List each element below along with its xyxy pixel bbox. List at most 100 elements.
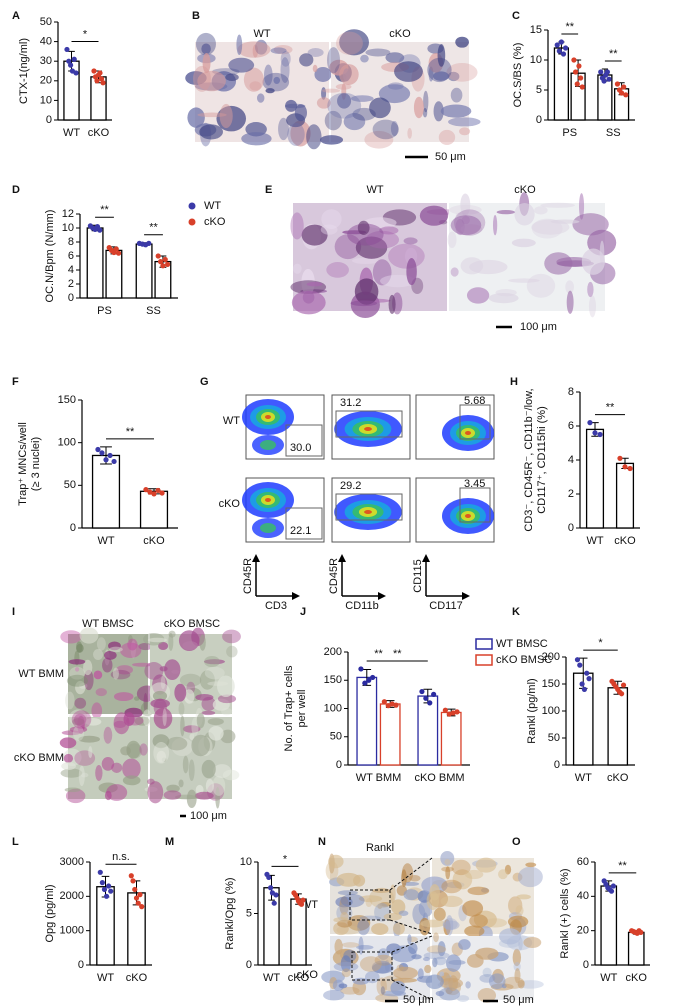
micrograph-texture: [451, 859, 471, 876]
micrograph-texture: [388, 243, 425, 269]
y-axis-label: Rankl (+) cells (%): [559, 868, 571, 958]
micrograph-texture: [358, 895, 383, 903]
y-tick-label: 0: [46, 114, 52, 126]
data-point: [427, 700, 433, 706]
bar: [356, 676, 378, 766]
y-axis-label: per well: [296, 690, 308, 728]
micrograph-texture: [79, 627, 99, 644]
data-point: [586, 676, 592, 682]
y-axis-label: CTX-1(ng/ml): [18, 38, 30, 104]
data-point: [111, 458, 117, 465]
bar: [553, 47, 570, 121]
micrograph-texture: [71, 710, 92, 729]
data-point: [67, 62, 74, 68]
micrograph-texture: [457, 995, 470, 1002]
y-tick-label: 12: [62, 208, 74, 220]
micrograph-texture: [440, 104, 472, 118]
micrograph-texture: [334, 234, 362, 260]
data-point: [366, 677, 372, 683]
y-tick-label: 50: [330, 731, 342, 743]
data-point: [128, 873, 134, 879]
y-tick-label: 1000: [60, 925, 84, 937]
scale-label: 100 μm: [520, 321, 557, 333]
data-point: [627, 465, 633, 472]
y-tick-label: 8: [68, 236, 74, 248]
y-tick-label: 15: [530, 24, 542, 36]
micrograph-texture: [525, 862, 537, 868]
micrograph-texture: [526, 273, 556, 298]
micrograph-texture: [301, 224, 328, 246]
micrograph-texture: [65, 788, 86, 804]
micrograph-texture: [442, 920, 460, 930]
micrograph-texture: [280, 50, 291, 67]
micrograph-texture: [75, 680, 86, 695]
micrograph-texture: [150, 698, 170, 709]
micrograph-texture: [365, 230, 400, 249]
data-point: [300, 897, 306, 903]
micrograph-texture: [379, 901, 391, 907]
micrograph-texture: [340, 893, 365, 908]
legend-label: cKO: [204, 216, 226, 228]
significance-label: **: [618, 860, 627, 872]
panel-letter: I: [12, 606, 15, 618]
micrograph-texture: [357, 220, 370, 235]
micrograph-texture: [328, 854, 344, 869]
data-point: [558, 39, 564, 45]
data-point: [106, 883, 112, 889]
significance-label: **: [374, 648, 383, 660]
data-point: [94, 78, 100, 84]
significance-label: **: [393, 648, 402, 660]
micrograph-texture: [158, 641, 169, 651]
data-point: [98, 76, 105, 82]
micrograph-texture: [78, 735, 100, 743]
micrograph-texture: [374, 954, 393, 966]
micrograph-texture: [440, 850, 455, 866]
data-point: [151, 491, 157, 497]
label: cKO BMSC: [164, 618, 220, 630]
x-tick-label: cKO: [88, 127, 110, 139]
y-tick-label: 0: [70, 522, 76, 534]
micrograph-texture: [333, 917, 350, 923]
micrograph-texture: [197, 70, 226, 92]
data-point: [560, 51, 567, 57]
data-point: [606, 76, 612, 82]
micrograph-texture: [91, 702, 103, 719]
significance-label: **: [609, 48, 618, 60]
micrograph-texture: [422, 107, 428, 118]
y-tick-label: 2000: [60, 890, 84, 902]
flow-plot: [242, 477, 325, 543]
micrograph-texture: [339, 29, 369, 56]
data-point: [132, 886, 138, 893]
data-point: [155, 487, 161, 494]
bar: [417, 695, 439, 766]
micrograph-texture: [427, 57, 452, 83]
legend-marker: [188, 218, 196, 226]
micrograph-texture: [426, 945, 447, 954]
micrograph-texture: [166, 784, 180, 793]
data-point: [143, 487, 149, 493]
y-tick-label: 0: [246, 959, 252, 971]
micrograph-texture: [88, 746, 93, 759]
micrograph-texture: [104, 790, 112, 801]
micrograph-texture: [372, 119, 399, 140]
micrograph-texture: [314, 66, 332, 83]
flow-plot: [415, 477, 495, 543]
data-point: [574, 657, 581, 663]
micrograph-texture: [326, 262, 349, 278]
flow-plot: [415, 394, 495, 460]
label: WT: [253, 28, 270, 40]
micrograph-texture: [452, 869, 473, 890]
y-tick-label: 200: [542, 651, 560, 663]
micrograph-texture: [326, 47, 341, 74]
micrograph-texture: [64, 787, 81, 793]
micrograph-texture: [95, 688, 107, 697]
micrograph-texture: [453, 209, 486, 236]
micrograph-texture: [333, 961, 359, 972]
micrograph-texture: [467, 886, 490, 896]
x-tick-label: WT: [263, 972, 280, 984]
micrograph-texture: [369, 97, 391, 119]
micrograph-texture: [61, 762, 76, 771]
micrograph-texture: [477, 988, 497, 1003]
micrograph-texture: [93, 649, 104, 661]
micrograph-texture: [587, 281, 594, 298]
